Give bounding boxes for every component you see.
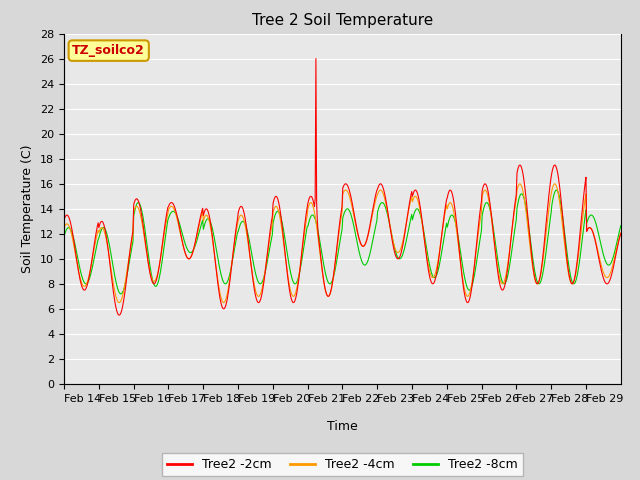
- Legend: Tree2 -2cm, Tree2 -4cm, Tree2 -8cm: Tree2 -2cm, Tree2 -4cm, Tree2 -8cm: [162, 453, 523, 476]
- X-axis label: Time: Time: [327, 420, 358, 433]
- Text: TZ_soilco2: TZ_soilco2: [72, 44, 145, 57]
- Title: Tree 2 Soil Temperature: Tree 2 Soil Temperature: [252, 13, 433, 28]
- Y-axis label: Soil Temperature (C): Soil Temperature (C): [22, 144, 35, 273]
